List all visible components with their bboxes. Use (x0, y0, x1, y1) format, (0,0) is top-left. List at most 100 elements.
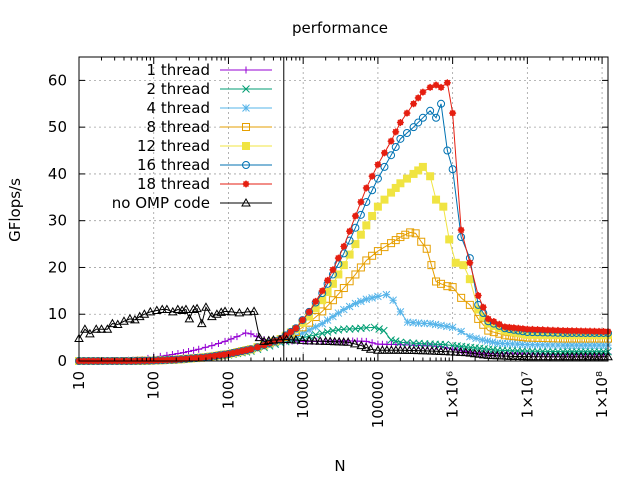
data-point-spokes (346, 227, 354, 235)
data-point (533, 340, 542, 349)
data-point (420, 319, 429, 328)
data-point-spokes (247, 345, 255, 353)
data-point-spokes (163, 356, 171, 364)
legend-marker (242, 66, 250, 74)
data-point (380, 195, 389, 204)
data-point (329, 312, 337, 321)
data-point (387, 188, 396, 197)
data-point (226, 306, 237, 316)
data-point-spokes (479, 303, 487, 311)
data-point (553, 351, 563, 361)
data-point (418, 113, 427, 122)
data-point (356, 263, 365, 272)
y-tick-label: 50 (48, 118, 67, 136)
data-point (351, 270, 360, 279)
data-point (431, 320, 440, 329)
data-point (305, 326, 313, 334)
data-point (339, 284, 348, 293)
data-point (201, 302, 211, 311)
data-point (518, 340, 527, 349)
y-tick-label: 30 (48, 212, 67, 230)
data-point (351, 240, 360, 249)
data-point (184, 313, 195, 323)
data-point (139, 309, 150, 318)
data-point (455, 347, 466, 356)
data-point (325, 336, 336, 346)
data-point (351, 299, 360, 308)
legend-entry: 18 thread (137, 175, 272, 193)
data-point (192, 303, 202, 313)
data-point (488, 338, 497, 346)
data-point (503, 339, 512, 348)
data-point (151, 305, 162, 314)
data-point (426, 172, 435, 181)
legend-label: 2 thread (147, 80, 210, 98)
data-point-spokes (392, 128, 400, 136)
data-point-spokes (282, 331, 290, 339)
data-point (311, 323, 320, 331)
data-point (345, 277, 354, 286)
data-point-spokes (559, 327, 567, 335)
data-point (523, 340, 532, 349)
data-point (242, 329, 250, 337)
data-point (196, 318, 207, 328)
data-point-spokes (277, 335, 285, 343)
data-point (234, 307, 245, 317)
data-point-spokes (544, 326, 552, 334)
legend-label: 18 thread (137, 175, 210, 193)
data-point-spokes (362, 184, 370, 192)
legend-marker (241, 197, 251, 207)
x-tick-label: 1×10⁶ (444, 371, 462, 418)
legend-entry: 8 thread (147, 118, 272, 136)
data-point (498, 339, 507, 348)
data-point (242, 306, 253, 316)
legend-label: 1 thread (147, 61, 210, 79)
data-point-spokes (573, 327, 581, 335)
data-point-spokes (318, 287, 326, 295)
data-point (374, 292, 382, 301)
data-point (417, 237, 426, 246)
data-point-spokes (591, 327, 599, 335)
data-point (418, 345, 428, 355)
data-point (227, 335, 235, 343)
series-no-omp-code (74, 302, 613, 361)
data-point (368, 294, 376, 302)
x-tick-label: 10000 (294, 371, 312, 419)
data-point (418, 162, 427, 171)
data-point (577, 341, 585, 349)
data-point (365, 344, 376, 353)
data-point (406, 228, 415, 237)
data-point (379, 326, 388, 335)
data-point (451, 258, 460, 267)
data-point (396, 338, 405, 347)
data-point (328, 296, 337, 305)
data-point (157, 304, 168, 314)
data-point (320, 336, 331, 345)
data-point-spokes (159, 356, 167, 364)
data-point (427, 346, 437, 355)
data-point-spokes (260, 341, 268, 349)
data-point-spokes (410, 100, 418, 108)
data-point-spokes (490, 318, 498, 326)
data-point (107, 318, 118, 328)
data-point (478, 349, 489, 359)
data-point (474, 349, 485, 358)
data-point (595, 341, 603, 349)
data-point (426, 319, 434, 328)
data-point (396, 308, 405, 316)
data-point (559, 341, 567, 349)
data-point (387, 151, 396, 160)
data-point-spokes (403, 109, 411, 117)
data-point (249, 306, 259, 315)
data-point (440, 346, 451, 356)
data-point (457, 293, 466, 302)
data-point-spokes (586, 327, 594, 335)
y-tick-label: 60 (48, 71, 67, 89)
data-point (543, 351, 554, 361)
data-point (275, 334, 285, 344)
data-point-spokes (299, 316, 307, 324)
data-point-spokes (549, 326, 557, 334)
data-point (318, 319, 327, 328)
data-point-spokes (554, 326, 562, 334)
data-point (339, 325, 348, 334)
